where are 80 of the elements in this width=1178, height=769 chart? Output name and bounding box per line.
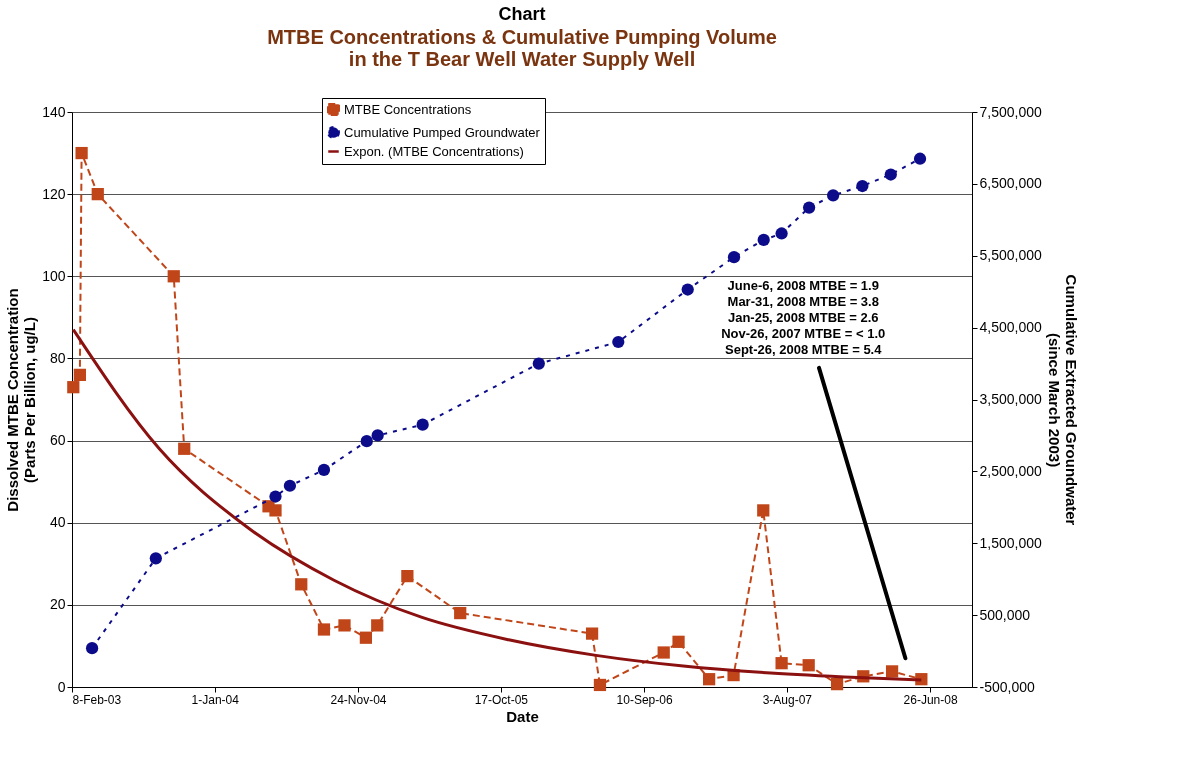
annotation: Nov-26, 2007 MTBE = < 1.0 [721, 326, 886, 342]
point [149, 552, 162, 565]
y-tick-label: 120 [42, 185, 66, 202]
point [73, 368, 86, 381]
point [612, 335, 625, 349]
point [757, 504, 770, 517]
x-tick-label: 8-Feb-03 [72, 692, 122, 707]
point [532, 357, 545, 370]
legend-label: Cumulative Pumped Groundwater [344, 124, 541, 140]
point [775, 657, 788, 670]
y-tick-label: 40 [49, 514, 66, 531]
point [67, 381, 80, 394]
point [295, 578, 308, 591]
annotation: Jan-25, 2008 MTBE = 2.6 [727, 310, 879, 326]
annotation: Sept-26, 2008 MTBE = 5.4 [725, 342, 883, 358]
point [856, 179, 869, 193]
point [657, 646, 670, 659]
y2-tick-label: 7,500,000 [979, 103, 1042, 120]
point [802, 659, 815, 672]
point [775, 227, 788, 240]
point [681, 283, 694, 296]
annotation: June-6, 2008 MTBE = 1.9 [727, 278, 879, 294]
y-tick-label: 0 [57, 678, 66, 695]
y2-tick-label: -500,000 [979, 678, 1035, 695]
point [75, 146, 88, 160]
y2-tick-label: 1,500,000 [979, 534, 1042, 551]
y2-tick-label: 500,000 [979, 606, 1031, 623]
point [585, 627, 599, 640]
point [401, 569, 414, 583]
x-tick-label: 26-Jun-08 [903, 692, 958, 707]
x-tick-label: 24-Nov-04 [330, 692, 387, 707]
y2-axis-title: Cumulative Extracted Groundwater (since March 2003) [1045, 274, 1080, 526]
y2-tick-label: 6,500,000 [979, 175, 1042, 192]
point [757, 233, 770, 247]
y-tick-label: 80 [49, 349, 66, 366]
point [178, 442, 191, 455]
point [454, 606, 467, 620]
point [371, 619, 384, 632]
y2-tick-label: 4,500,000 [979, 319, 1042, 336]
x-tick-label: 1-Jan-04 [191, 692, 240, 707]
point [672, 635, 685, 648]
annotation: Mar-31, 2008 MTBE = 3.8 [727, 294, 879, 310]
point [702, 673, 716, 686]
point [317, 623, 331, 636]
x-tick-label: 10-Sep-06 [616, 692, 673, 707]
chart-subtitle: MTBE Concentrations & Cumulative Pumping Volume in the T Bear Well Water Supply Well [267, 25, 777, 70]
y-tick-label: 140 [42, 103, 66, 120]
point [913, 152, 927, 165]
point [283, 479, 297, 492]
x-tick-label: 3-Aug-07 [762, 692, 813, 707]
point [269, 490, 282, 503]
y2-tick-label: 3,500,000 [979, 391, 1042, 407]
y2-tick-label: 5,500,000 [979, 247, 1042, 264]
point [359, 631, 373, 644]
x-tick-label: 17-Oct-05 [474, 692, 529, 707]
point [727, 251, 741, 264]
point [885, 665, 899, 678]
y-tick-label: 20 [49, 596, 66, 613]
point [371, 429, 384, 442]
point [416, 418, 429, 431]
point [884, 168, 897, 181]
point [802, 201, 816, 214]
y-tick-label: 60 [49, 432, 66, 449]
y-tick-label: 100 [42, 267, 66, 284]
legend-label: MTBE Concentrations [344, 101, 472, 117]
y2-tick-label: 2,500,000 [979, 462, 1042, 479]
point [317, 463, 331, 477]
point [360, 435, 373, 448]
chart-title: Chart [498, 3, 546, 24]
point [830, 678, 844, 691]
point [338, 619, 351, 632]
point [85, 642, 99, 655]
point [269, 504, 282, 517]
y-axis-title: Dissolved MTBE Concentration (Parts Per Billion, ug/L) [4, 288, 39, 512]
point [91, 188, 104, 201]
x-axis-title: Date [506, 707, 539, 725]
point [827, 189, 840, 202]
point [167, 270, 180, 283]
point [593, 678, 607, 692]
legend-label: Expon. (MTBE Concentrations) [344, 143, 524, 159]
